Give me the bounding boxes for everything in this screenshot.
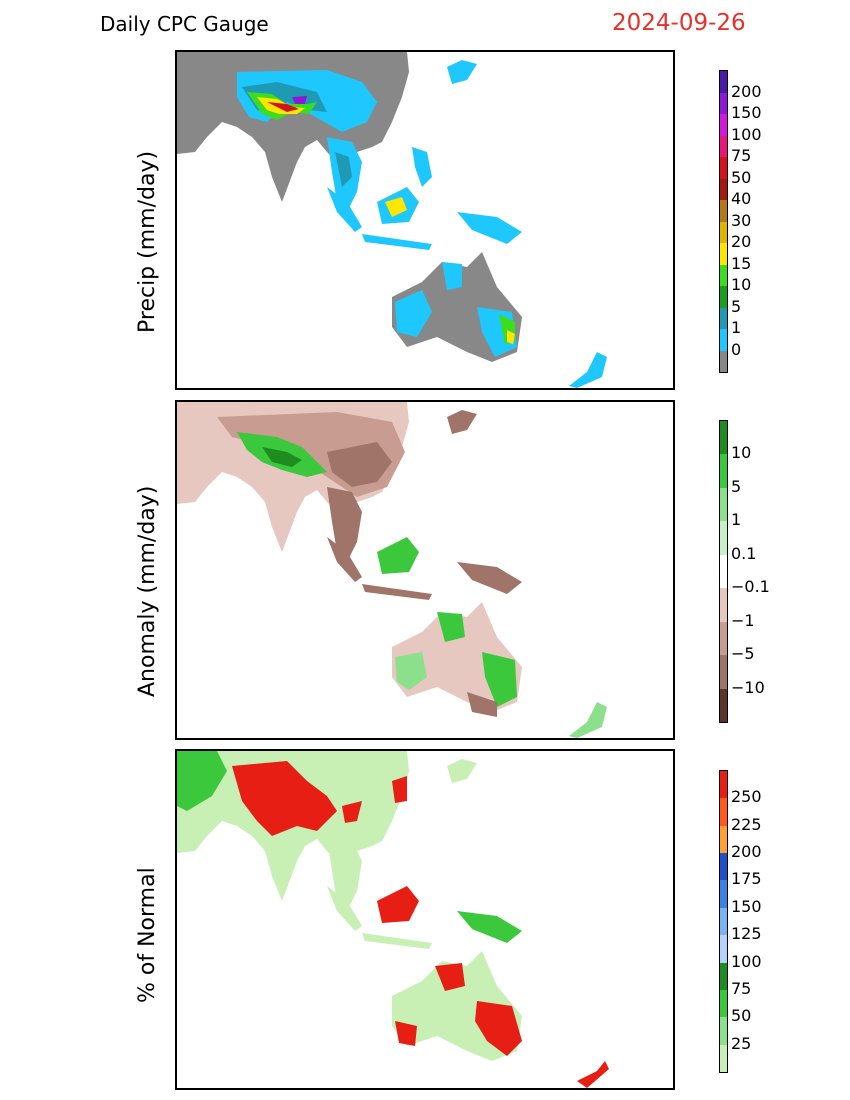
colorbar-tick-label: 225 [731, 814, 762, 834]
colorbar-segment [720, 286, 727, 308]
colorbar-segment [720, 157, 727, 179]
percent-axis-label: % of Normal [135, 867, 160, 1003]
colorbar-tick-label: 150 [731, 896, 762, 916]
colorbar-tick-label: 1 [731, 318, 742, 337]
colorbar-tick-label: 75 [731, 978, 752, 998]
colorbar-segment [720, 243, 727, 265]
colorbar-tick-label: 0 [731, 339, 742, 359]
colorbar-segment [720, 554, 727, 589]
colorbar-segment [720, 1017, 727, 1045]
colorbar-tick-label: 200 [731, 81, 762, 101]
colorbar-tick-label: 10 [731, 443, 752, 463]
colorbar-segment [720, 135, 727, 157]
colorbar-tick-label: 30 [731, 210, 752, 230]
colorbar-segment [720, 853, 727, 881]
colorbar-segment [720, 329, 727, 351]
colorbar-tick-label: −0.1 [731, 577, 770, 597]
percent-map [177, 751, 609, 1088]
colorbar-segment [720, 688, 727, 722]
colorbar-tick-label: 1 [731, 510, 742, 530]
colorbar-tick-label: 100 [731, 951, 762, 971]
percent-colorbar [719, 770, 728, 1073]
colorbar-tick-label: 5 [731, 296, 742, 316]
colorbar-segment [720, 350, 727, 372]
colorbar-segment [720, 935, 727, 963]
anomaly-map [177, 402, 607, 738]
colorbar-segment [720, 655, 727, 689]
colorbar-tick-label: −10 [731, 677, 765, 697]
colorbar-tick-label: 250 [731, 787, 762, 807]
colorbar-segment [720, 825, 727, 854]
colorbar-segment [720, 989, 727, 1018]
precip-colorbar [719, 70, 728, 373]
colorbar-segment [720, 588, 727, 622]
colorbar-segment [720, 521, 727, 555]
colorbar-tick-label: 50 [731, 167, 752, 187]
colorbar-segment [720, 178, 727, 200]
colorbar-segment [720, 907, 727, 936]
percent-map-panel [175, 749, 675, 1090]
colorbar-tick-label: 0.1 [731, 543, 757, 563]
colorbar-segment [720, 798, 727, 826]
colorbar-tick-label: 75 [731, 146, 752, 165]
date-label: 2024-09-26 [612, 10, 746, 36]
colorbar-segment [720, 1044, 727, 1072]
precip-axis-label: Precip (mm/day) [135, 150, 160, 333]
colorbar-segment [720, 71, 727, 93]
colorbar-segment [720, 307, 727, 329]
colorbar-segment [720, 264, 727, 286]
colorbar-tick-label: 125 [731, 924, 762, 944]
colorbar-tick-label: 20 [731, 232, 752, 251]
colorbar-tick-label: 150 [731, 103, 762, 122]
colorbar-tick-label: −5 [731, 644, 755, 664]
colorbar-segment [720, 421, 727, 455]
colorbar-segment [720, 454, 727, 488]
colorbar-tick-label: 175 [731, 869, 762, 889]
colorbar-tick-label: 50 [731, 1006, 752, 1026]
colorbar-segment [720, 200, 727, 222]
precip-map [177, 52, 607, 388]
colorbar-segment [720, 487, 727, 522]
colorbar-tick-label: 5 [731, 476, 742, 496]
colorbar-tick-label: 200 [731, 842, 762, 862]
anomaly-map-panel [175, 400, 675, 740]
colorbar-segment [720, 621, 727, 656]
colorbar-segment [720, 771, 727, 799]
colorbar-tick-label: 25 [731, 1033, 752, 1053]
colorbar-tick-label: 10 [731, 275, 752, 294]
precip-map-panel [175, 50, 675, 390]
colorbar-segment [720, 221, 727, 243]
anomaly-axis-label: Anomaly (mm/day) [135, 485, 160, 697]
colorbar-tick-label: −1 [731, 610, 755, 630]
chart-title: Daily CPC Gauge [100, 12, 269, 36]
colorbar-segment [720, 962, 727, 990]
colorbar-tick-label: 15 [731, 253, 752, 273]
anomaly-colorbar [719, 420, 728, 723]
colorbar-tick-label: 100 [731, 124, 762, 144]
colorbar-segment [720, 114, 727, 136]
colorbar-tick-label: 40 [731, 189, 752, 208]
colorbar-segment [720, 92, 727, 114]
colorbar-segment [720, 880, 727, 908]
